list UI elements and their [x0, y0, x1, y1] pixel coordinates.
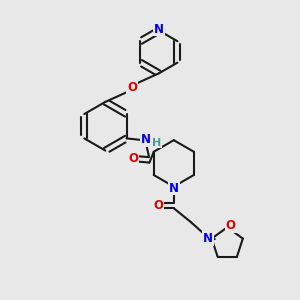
Text: N: N — [169, 182, 179, 194]
Text: N: N — [141, 134, 151, 146]
Text: N: N — [154, 22, 164, 35]
Text: O: O — [128, 152, 138, 165]
Text: O: O — [127, 81, 137, 94]
Text: O: O — [226, 219, 236, 232]
Text: H: H — [152, 138, 162, 148]
Text: O: O — [153, 199, 163, 212]
Text: N: N — [203, 232, 213, 245]
